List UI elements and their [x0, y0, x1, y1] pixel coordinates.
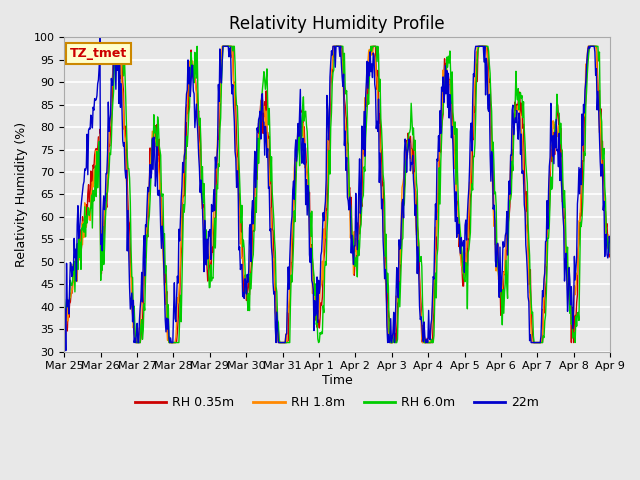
RH 1.8m — [606, 240, 614, 246]
RH 6.0m — [421, 340, 429, 346]
RH 0.35m — [421, 340, 429, 346]
Text: TZ_tmet: TZ_tmet — [70, 47, 127, 60]
Line: RH 0.35m: RH 0.35m — [64, 46, 610, 349]
22m — [62, 348, 70, 354]
RH 0.35m — [61, 347, 69, 352]
22m — [606, 240, 614, 245]
RH 0.35m — [184, 102, 191, 108]
RH 0.35m — [606, 252, 614, 258]
Line: RH 1.8m: RH 1.8m — [64, 46, 610, 351]
22m — [184, 87, 191, 93]
RH 6.0m — [113, 43, 120, 49]
RH 1.8m — [127, 273, 135, 278]
RH 6.0m — [606, 249, 614, 255]
RH 1.8m — [182, 119, 190, 124]
RH 6.0m — [70, 258, 78, 264]
RH 1.8m — [404, 138, 412, 144]
22m — [421, 334, 429, 339]
Line: 22m: 22m — [64, 38, 610, 351]
RH 6.0m — [127, 247, 135, 252]
RH 0.35m — [212, 183, 220, 189]
RH 6.0m — [184, 144, 191, 149]
22m — [71, 255, 79, 261]
RH 6.0m — [132, 340, 140, 346]
RH 1.8m — [211, 181, 219, 187]
22m — [60, 324, 68, 330]
RH 6.0m — [405, 130, 413, 136]
22m — [212, 165, 220, 171]
RH 0.35m — [60, 346, 68, 352]
RH 1.8m — [420, 340, 428, 346]
RH 0.35m — [111, 43, 119, 49]
RH 1.8m — [70, 272, 78, 277]
RH 0.35m — [405, 139, 413, 144]
22m — [405, 136, 413, 142]
RH 0.35m — [71, 273, 79, 278]
RH 0.35m — [128, 277, 136, 283]
RH 1.8m — [113, 43, 121, 49]
RH 6.0m — [212, 216, 220, 222]
RH 1.8m — [60, 348, 68, 354]
X-axis label: Time: Time — [322, 374, 353, 387]
Y-axis label: Relativity Humidity (%): Relativity Humidity (%) — [15, 122, 28, 267]
RH 6.0m — [60, 321, 68, 327]
Line: RH 6.0m: RH 6.0m — [64, 46, 610, 343]
Legend: RH 0.35m, RH 1.8m, RH 6.0m, 22m: RH 0.35m, RH 1.8m, RH 6.0m, 22m — [130, 391, 545, 414]
22m — [128, 290, 136, 296]
22m — [96, 35, 104, 41]
Title: Relativity Humidity Profile: Relativity Humidity Profile — [229, 15, 445, 33]
